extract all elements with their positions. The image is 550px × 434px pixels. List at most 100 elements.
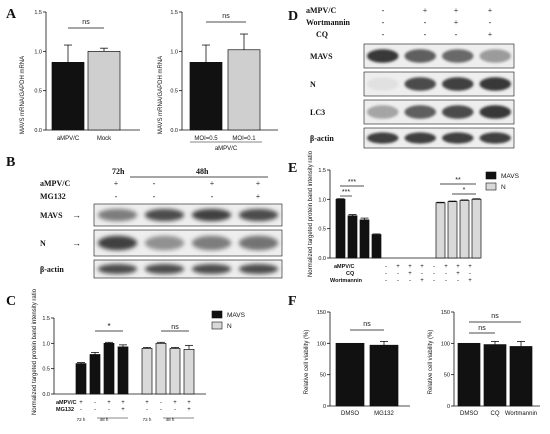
blot-d-wortmannin-sign: +	[454, 18, 459, 27]
blot-d-row-0-band-3	[479, 49, 511, 63]
c-mg132-sign: -	[108, 407, 110, 413]
e-ytick-label: 1.5	[318, 168, 326, 174]
blot-b-row-1-band-2	[191, 235, 232, 251]
e-bar-3	[371, 234, 382, 259]
f-left-ytick-label: 50	[320, 373, 326, 379]
blot-d-row-3-band-1	[404, 132, 436, 144]
blot-d-row-2-band-0	[367, 105, 399, 119]
e-legend-label-mavs: MAVS	[501, 173, 520, 180]
a-right-group-label: aMPV/C	[215, 146, 238, 152]
a-left-ytick-label: 0.5	[34, 89, 42, 95]
blot-b-row-mg132: MG132	[40, 192, 66, 201]
blot-b-row-1-band-0	[97, 235, 138, 251]
blot-d-cq-sign: -	[424, 30, 427, 39]
panel-label-e: E	[288, 161, 297, 176]
blot-b-mg132-sign: -	[115, 192, 118, 201]
panel-a-left-chart: 0.0 0.5 1.0 1.5 aMPV/C Mock ns	[34, 10, 140, 142]
panel-f-left-ylabel: Relative cell viability (%)	[304, 330, 310, 395]
c-ampv-sign: +	[145, 400, 149, 406]
c-bar-5	[155, 342, 167, 395]
c-bar-1	[89, 354, 101, 395]
blot-b-arrow: →	[72, 210, 81, 220]
e-ampv-sign: +	[456, 264, 460, 270]
c-legend-swatch-mavs	[211, 310, 223, 319]
blot-d-row-2-band-1	[404, 105, 436, 119]
blot-d-ampv-sign: +	[488, 6, 493, 15]
blot-d-wortmannin-sign: -	[382, 18, 385, 27]
blot-b-row-2-band-1	[144, 263, 185, 275]
e-ampv-sign: +	[396, 264, 400, 270]
c-time-label: 48 h	[100, 417, 109, 422]
e-bar-0	[335, 198, 346, 259]
e-bar-4	[435, 202, 446, 259]
panel-label-f: F	[288, 294, 297, 309]
c-ampv-sign: -	[160, 400, 162, 406]
c-mg132-sign: -	[94, 407, 96, 413]
f-right-xtick-label: Wortmannin	[505, 411, 537, 417]
blot-d-ampv-sign: -	[382, 6, 385, 15]
f-left-bar-1	[369, 344, 399, 407]
a-right-sig-label: ns	[222, 13, 230, 20]
c-bar-3	[117, 346, 129, 395]
blot-d-wortmannin-sign: -	[489, 18, 492, 27]
f-right-bar-1	[483, 344, 507, 407]
e-wortmannin-sign: +	[468, 278, 472, 284]
blot-d-row-wortmannin: Wortmannin	[306, 18, 351, 27]
blot-b-arrow: →	[72, 238, 81, 248]
c-ampv-sign: +	[107, 400, 111, 406]
blot-b-ampv-sign: -	[153, 179, 156, 188]
e-legend-swatch-mavs	[485, 171, 497, 180]
panel-a-left-ylabel: MAVS mRNA/GAPDH mRNA	[20, 56, 26, 134]
f-right-bar-0	[457, 342, 481, 407]
f-right-ytick-label: 50	[444, 373, 450, 379]
e-row-wortmannin: Wortmannin	[330, 278, 363, 284]
e-wortmannin-sign: -	[385, 278, 387, 284]
blot-d-row-cq: CQ	[316, 30, 328, 39]
panel-f-right-ylabel: Relative cell viability (%)	[428, 330, 434, 395]
panel-label-c: C	[6, 294, 16, 309]
e-ampv-sign: +	[420, 264, 424, 270]
blot-b-row-0-band-3	[238, 208, 279, 222]
c-legend-label-mavs: MAVS	[227, 312, 246, 319]
blot-d-row-1-band-1	[404, 77, 436, 91]
blot-b-ampv-sign: +	[210, 179, 215, 188]
c-row-ampv: aMPV/C	[56, 400, 77, 406]
c-mg132-sign: +	[121, 407, 125, 413]
blot-b-mg132-sign: +	[256, 192, 261, 201]
a-right-xtick-label: MOI=0.5	[194, 136, 218, 142]
f-left-xtick-label: MG132	[374, 411, 394, 417]
blot-d-row-3-band-2	[442, 132, 474, 144]
c-row-mg132: MG132	[56, 407, 74, 413]
c-ytick-label: 0.0	[42, 392, 50, 398]
blot-d-wortmannin-sign: -	[424, 18, 427, 27]
c-mg132-sign: +	[187, 407, 191, 413]
c-legend-label-n: N	[227, 323, 232, 330]
blot-d-band-label: MAVS	[310, 52, 333, 61]
panel-b-blot: 72h 48h aMPV/C MG132 + - + + - - - + MAVS → N → β-a…	[40, 167, 283, 279]
c-bar-4	[141, 348, 153, 395]
c-mg132-sign: -	[160, 407, 162, 413]
blot-d-ampv-sign: +	[454, 6, 459, 15]
blot-b-band-label: N	[40, 239, 46, 248]
c-time-label: 48 h	[166, 417, 175, 422]
c-time-label: 72 h	[77, 417, 86, 422]
panel-e-ylabel: Normalized targeted protein band intensi…	[308, 150, 314, 277]
blot-d-row-0-band-0	[367, 49, 399, 63]
e-ampv-sign: +	[468, 264, 472, 270]
e-sig-label-2: **	[455, 177, 461, 184]
f-right-sig-label-1: ns	[491, 313, 499, 320]
c-bar-0	[75, 363, 87, 395]
f-right-xtick-label: CQ	[491, 411, 500, 417]
a-right-ytick-label: 1.5	[170, 10, 178, 16]
a-left-ytick-label: 1.0	[34, 49, 42, 55]
e-wortmannin-sign: +	[420, 278, 424, 284]
c-ampv-sign: +	[79, 400, 83, 406]
panel-a-right-chart: 0.0 0.5 1.0 1.5 MOI=0.5 MOI=0.1 aMPV/C ns	[170, 10, 278, 152]
blot-d-row-1-band-3	[479, 77, 511, 91]
blot-b-row-0-band-2	[191, 208, 232, 222]
e-cq-sign: -	[397, 271, 399, 277]
c-ampv-sign: +	[173, 400, 177, 406]
svg-text:Normalized targeted protein ba: Normalized targeted protein band intensi…	[32, 288, 38, 415]
